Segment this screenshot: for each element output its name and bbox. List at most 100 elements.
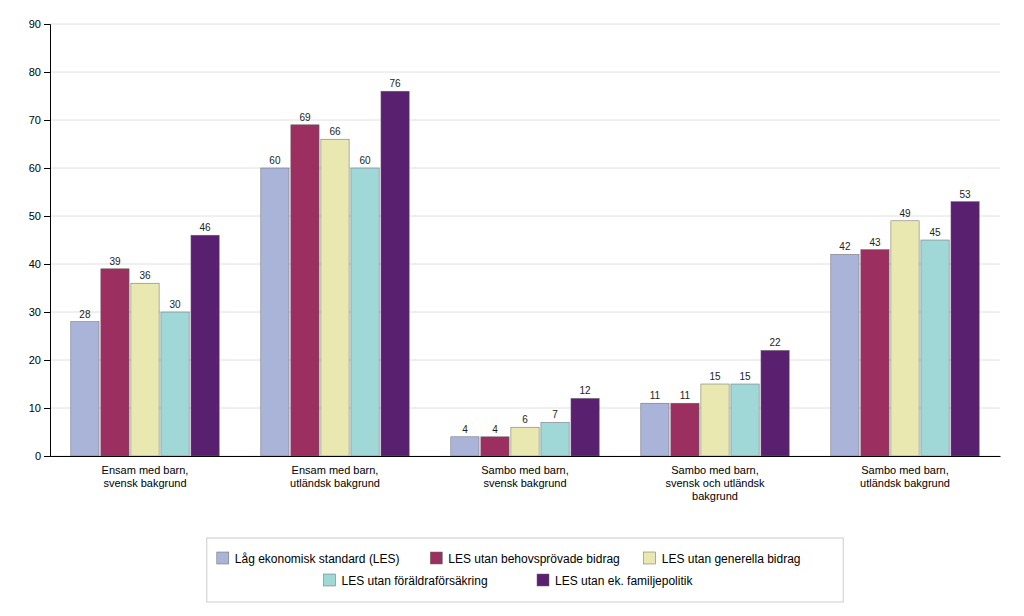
data-label: 11 (680, 390, 691, 401)
x-tick-label-line: bakgrund (692, 490, 738, 502)
x-tick: Sambo med barn,svensk och utländskbakgru… (665, 464, 765, 502)
bar (101, 269, 129, 456)
data-label: 39 (109, 256, 121, 267)
x-tick-label-line: svensk bakgrund (483, 477, 566, 489)
data-label: 60 (359, 155, 371, 166)
grid-line (50, 72, 1000, 73)
x-tick-label: Sambo med barn,utländsk bakgrund (860, 464, 950, 489)
data-label: 11 (650, 390, 661, 401)
bar (541, 422, 569, 456)
x-tick: Sambo med barn,svensk bakgrund (481, 464, 568, 489)
x-tick: Sambo med barn,utländsk bakgrund (860, 464, 950, 489)
y-tick-label: 40 (29, 258, 41, 270)
x-axis-line (51, 456, 1001, 457)
y-tick-mark (44, 216, 50, 217)
bar (891, 221, 919, 456)
bar (321, 139, 349, 456)
x-axis: Ensam med barn,svensk bakgrundEnsam med … (51, 457, 1001, 503)
bar (861, 250, 889, 456)
data-label: 45 (929, 227, 941, 238)
y-tick: 10 (29, 402, 50, 414)
data-label: 30 (169, 299, 181, 310)
bar (481, 437, 509, 456)
data-label: 22 (770, 337, 782, 348)
data-label: 66 (329, 126, 341, 137)
bar-series (161, 168, 949, 456)
y-tick: 70 (29, 114, 50, 126)
data-label: 60 (269, 155, 281, 166)
data-label: 15 (739, 371, 751, 382)
data-label: 69 (299, 112, 311, 123)
y-tick-mark (44, 456, 50, 457)
data-label: 49 (899, 208, 911, 219)
y-tick-mark (44, 120, 50, 121)
grid-line (50, 216, 1000, 217)
y-tick: 60 (29, 162, 50, 174)
y-axis-line (44, 25, 51, 457)
bar (291, 125, 319, 456)
grid (50, 24, 1000, 456)
y-tick-mark (44, 264, 50, 265)
legend-swatch (644, 552, 656, 564)
y-tick-label: 80 (29, 66, 41, 78)
data-label: 36 (139, 270, 151, 281)
bar (451, 437, 479, 456)
bar (191, 235, 219, 456)
legend-label: LES utan generella bidrag (662, 552, 801, 566)
bar (701, 384, 729, 456)
legend-swatch (324, 574, 336, 586)
legend-item: LES utan behovsprövade bidrag (430, 552, 619, 566)
legend: Låg ekonomisk standard (LES) LES utan beh… (207, 538, 843, 602)
grid-line (50, 120, 1000, 121)
y-axis: 0102030405060708090 (29, 18, 51, 462)
x-tick-label-line: svensk bakgrund (103, 477, 186, 489)
chart: 0102030405060708090Ensam med barn,svensk… (0, 0, 1024, 616)
legend-label: LES utan ek. familjepolitik (555, 574, 693, 588)
legend-item: LES utan generella bidrag (644, 552, 801, 566)
data-label: 46 (200, 222, 212, 233)
bar (951, 202, 979, 456)
bar-series (191, 91, 979, 456)
y-tick: 80 (29, 66, 50, 78)
y-tick-label: 70 (29, 114, 41, 126)
data-label: 42 (839, 241, 851, 252)
x-tick-label-line: Ensam med barn, (102, 464, 189, 476)
legend-swatch (217, 552, 229, 564)
x-tick-label-line: utländsk bakgrund (860, 477, 950, 489)
plot: 0102030405060708090Ensam med barn,svensk… (29, 18, 1001, 502)
bar (161, 312, 189, 456)
x-tick-label-line: Sambo med barn, (481, 464, 568, 476)
y-tick-mark (44, 168, 50, 169)
bar (511, 427, 539, 456)
y-tick-mark (44, 24, 50, 25)
x-tick-label-line: svensk och utländsk (665, 477, 765, 489)
x-tick-label-line: Ensam med barn, (292, 464, 379, 476)
bar (351, 168, 379, 456)
data-label: 6 (522, 414, 528, 425)
bar (641, 403, 669, 456)
x-tick-label-line: Sambo med barn, (861, 464, 948, 476)
grid-line (50, 24, 1000, 25)
grid-line (50, 168, 1000, 169)
data-label: 12 (580, 385, 592, 396)
legend-frame (207, 538, 843, 602)
legend-item: Låg ekonomisk standard (LES) (217, 552, 400, 566)
y-tick-label: 20 (29, 354, 41, 366)
y-tick: 90 (29, 18, 50, 30)
y-tick: 40 (29, 258, 50, 270)
bar (71, 322, 99, 456)
legend-swatch (430, 552, 442, 564)
legend-items: Låg ekonomisk standard (LES) LES utan beh… (217, 552, 801, 588)
y-tick: 20 (29, 354, 50, 366)
y-tick-label: 50 (29, 210, 41, 222)
legend-swatch (537, 574, 549, 586)
bar-series (131, 139, 919, 456)
x-tick: Ensam med barn,svensk bakgrund (102, 464, 189, 489)
y-tick-label: 10 (29, 402, 41, 414)
data-label: 4 (492, 424, 498, 435)
x-tick-label-line: Sambo med barn, (671, 464, 758, 476)
x-tick-label: Sambo med barn,svensk och utländskbakgru… (665, 464, 765, 502)
data-label: 28 (79, 309, 91, 320)
bars (71, 91, 979, 456)
bar-series (71, 168, 859, 456)
